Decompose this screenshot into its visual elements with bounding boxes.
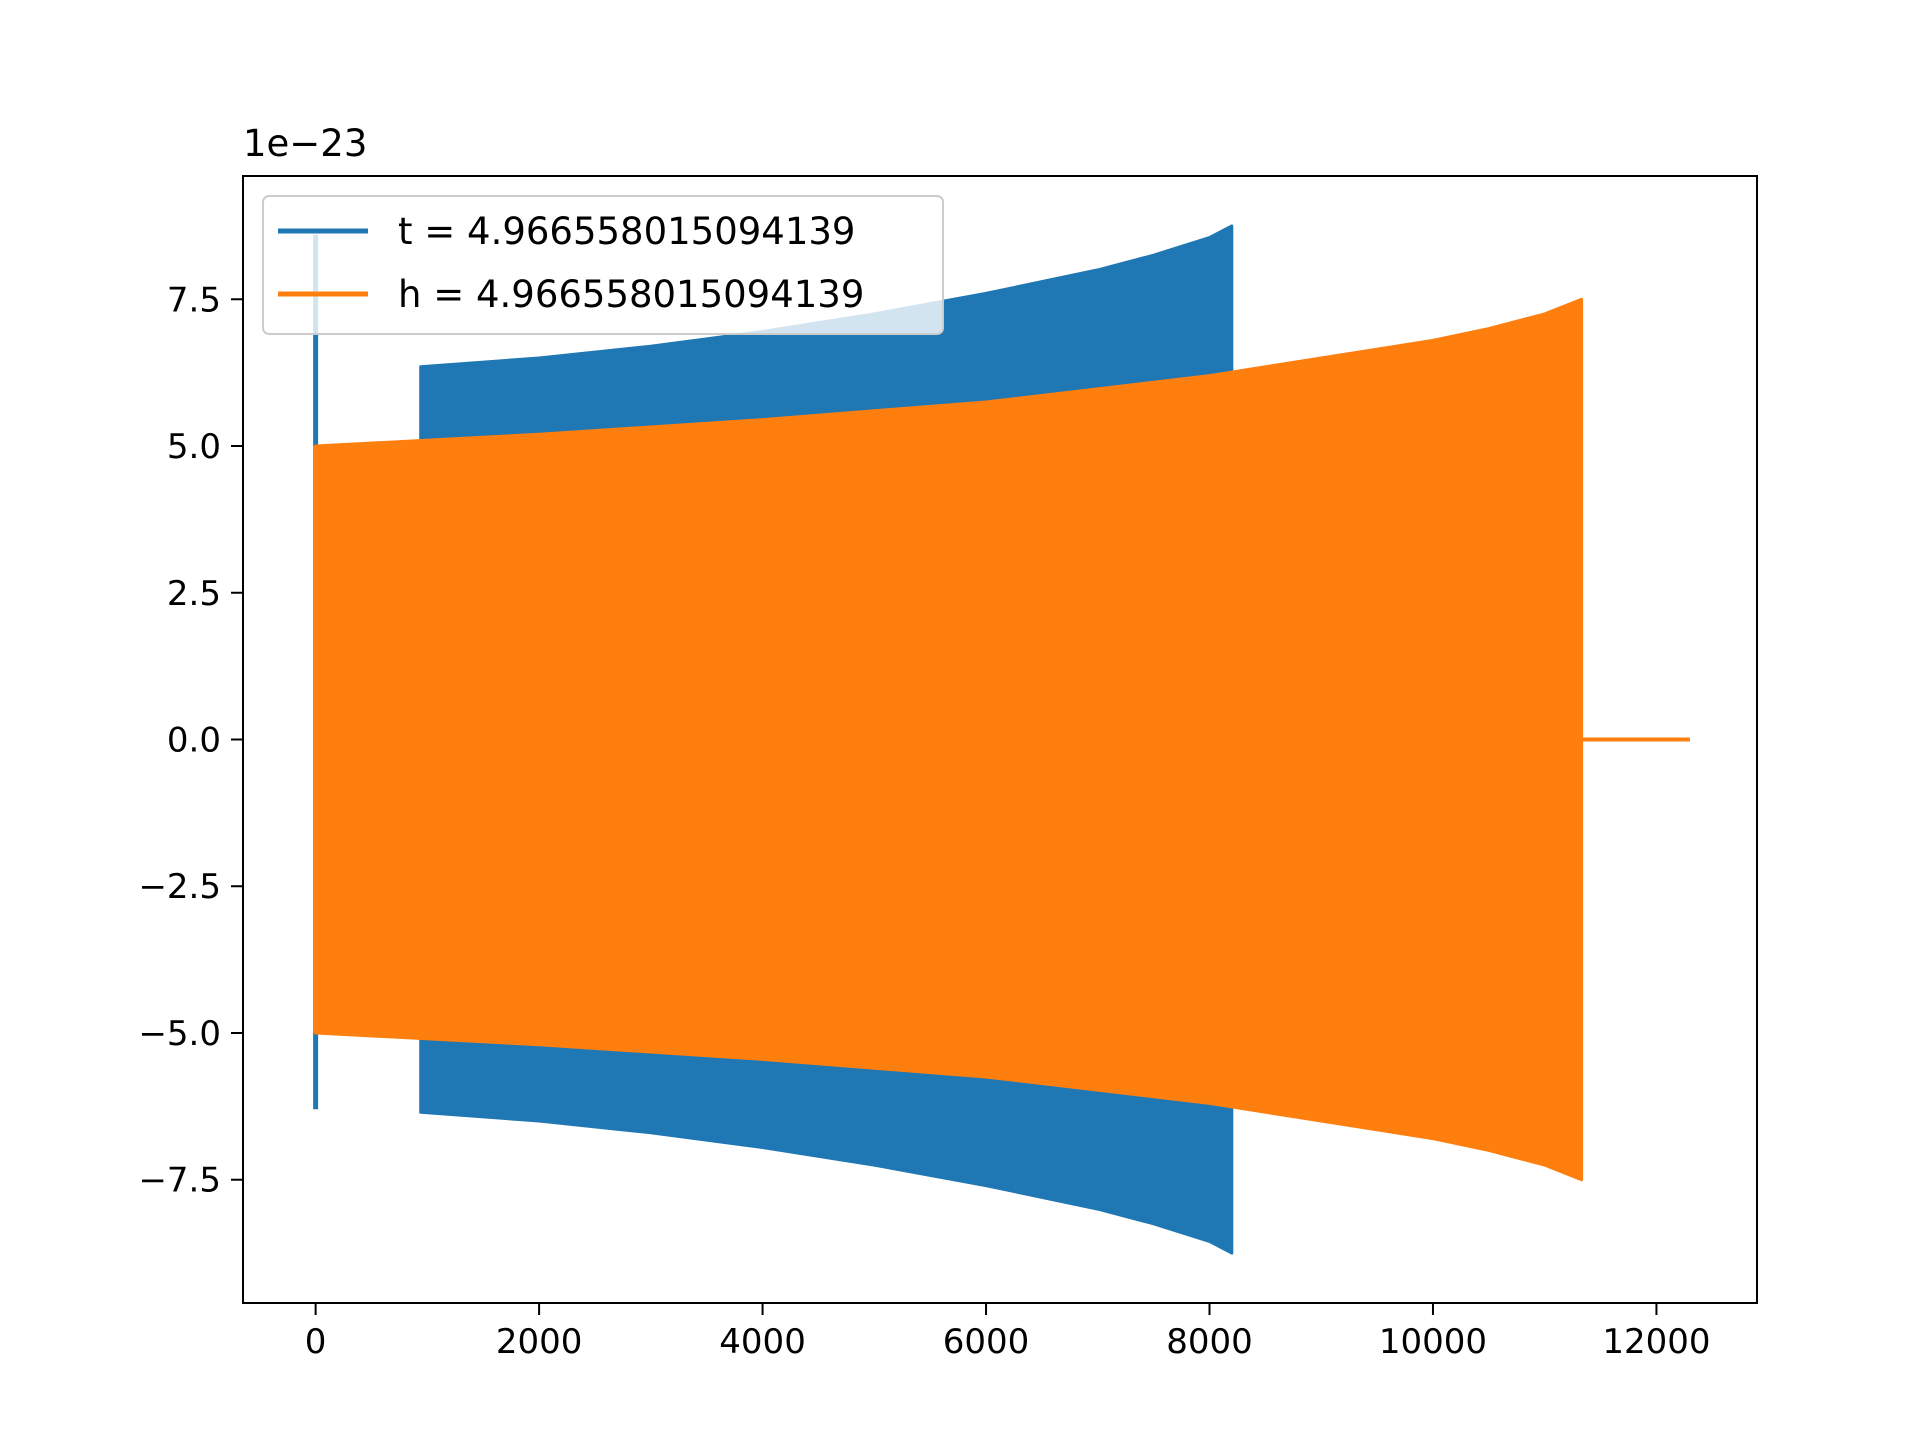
x-axis: 0 2000 4000 6000 8000 10000 12000 [305,1303,1711,1362]
plot-area [313,224,1690,1255]
y-tick-label: 5.0 [167,427,221,467]
legend-label: h = 4.966558015094139 [398,273,864,316]
legend: t = 4.966558015094139 h = 4.9665580150941… [262,195,944,335]
legend-item: t = 4.966558015094139 [278,210,855,253]
x-tick-label: 0 [305,1322,327,1362]
x-tick-label: 2000 [496,1322,583,1362]
x-tick-label: 6000 [943,1322,1030,1362]
y-tick-label: −7.5 [138,1161,221,1201]
x-tick-label: 10000 [1379,1322,1487,1362]
legend-label: t = 4.966558015094139 [398,210,855,253]
series-envelope [314,297,1584,1182]
y-axis: −7.5 −5.0 −2.5 0.0 2.5 5.0 7.5 [138,280,243,1201]
series-h [313,297,1690,1182]
x-tick-label: 12000 [1602,1322,1710,1362]
y-tick-label: 0.0 [167,721,221,761]
legend-item: h = 4.966558015094139 [278,273,864,316]
y-offset-text: 1e−23 [243,122,367,165]
legend-box [262,195,944,335]
y-tick-label: 7.5 [167,280,221,320]
x-tick-label: 8000 [1166,1322,1253,1362]
y-tick-label: 2.5 [167,574,221,614]
y-tick-label: −5.0 [138,1014,221,1054]
x-tick-label: 4000 [719,1322,806,1362]
y-tick-label: −2.5 [138,867,221,907]
